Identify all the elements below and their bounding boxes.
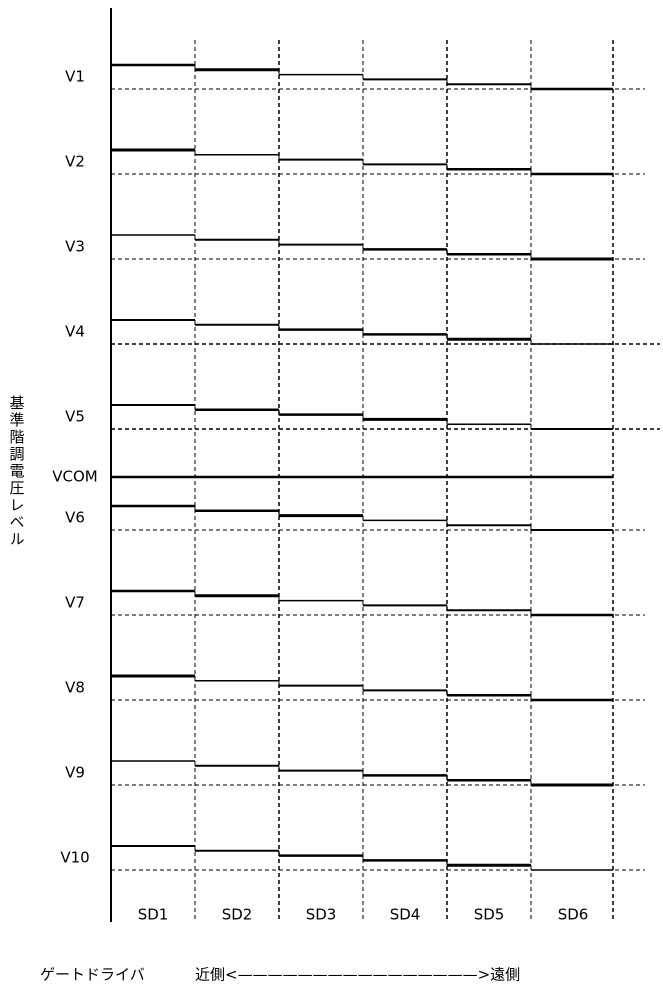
row-label: V5 [65,408,85,426]
column-label: SD1 [138,906,169,924]
row-label: V2 [65,153,85,171]
row-label: V3 [65,238,85,256]
row-label: V7 [65,594,85,612]
column-label: SD4 [390,906,421,924]
vcom-label: VCOM [52,468,97,486]
row-label: V4 [65,323,85,341]
row-label: V10 [60,849,89,867]
column-label: SD3 [306,906,337,924]
row-label: V8 [65,679,85,697]
diagram: 基準階調電圧レベル VCOM ゲートドライバ 近側<——————————————… [0,0,663,988]
column-label: SD5 [474,906,505,924]
y-axis-label: 基準階調電圧レベル [8,395,26,548]
row-label: V1 [65,68,85,86]
column-label: SD2 [222,906,253,924]
row-label: V6 [65,509,85,527]
gate-driver-label: ゲートドライバ [40,966,145,984]
row-label: V9 [65,764,85,782]
direction-label: 近側<————————————————>遠側 [195,966,520,984]
column-label: SD6 [558,906,589,924]
